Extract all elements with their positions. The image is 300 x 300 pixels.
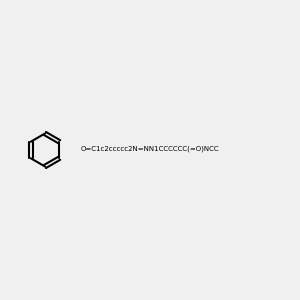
Text: O=C1c2ccccc2N=NN1CCCCCC(=O)NCC: O=C1c2ccccc2N=NN1CCCCCC(=O)NCC	[81, 145, 219, 152]
